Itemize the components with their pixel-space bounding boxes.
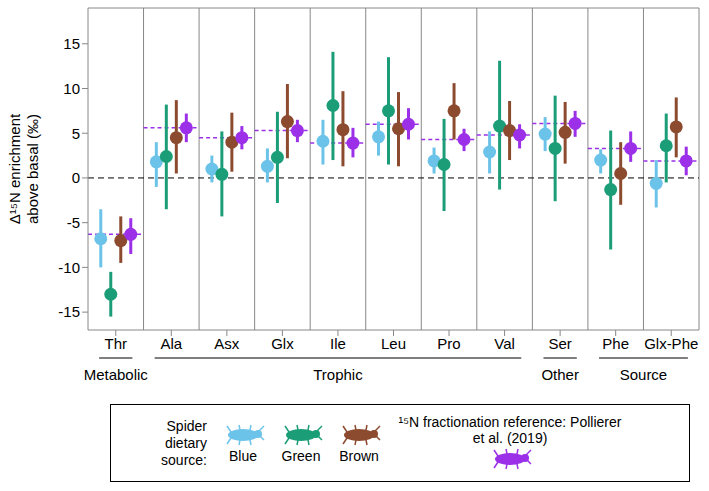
html-text:Blue: Blue <box>229 448 257 464</box>
svg-text:Pro: Pro <box>437 335 460 352</box>
html-text:¹⁵N fractionation reference: P: ¹⁵N fractionation reference: Pollierer e… <box>398 414 622 446</box>
svg-text:Ser: Ser <box>548 335 571 352</box>
svg-text:Δ¹⁵N enrichment: Δ¹⁵N enrichment <box>6 113 23 224</box>
svg-text:Val: Val <box>494 335 515 352</box>
svg-text:Ile: Ile <box>330 335 346 352</box>
svg-text:-10: -10 <box>58 259 80 276</box>
html-text:Brown: Brown <box>339 448 379 464</box>
svg-text:Other: Other <box>541 366 579 383</box>
svg-text:Metabolic: Metabolic <box>84 366 149 383</box>
html-text:Spider dietary source:: Spider dietary source: <box>161 417 207 468</box>
svg-text:10: 10 <box>63 80 80 97</box>
html-text:Green: Green <box>281 448 321 464</box>
svg-text:Phe: Phe <box>602 335 629 352</box>
svg-text:15: 15 <box>63 35 80 52</box>
svg-text:0: 0 <box>72 169 80 186</box>
svg-text:Asx: Asx <box>214 335 240 352</box>
svg-text:-15: -15 <box>58 303 80 320</box>
svg-text:Ala: Ala <box>160 335 182 352</box>
svg-text:Leu: Leu <box>381 335 406 352</box>
svg-text:Thr: Thr <box>105 335 128 352</box>
svg-text:Glx: Glx <box>271 335 294 352</box>
svg-text:Trophic: Trophic <box>313 366 363 383</box>
svg-text:-5: -5 <box>67 214 80 231</box>
svg-text:above basal (‰): above basal (‰) <box>24 114 41 224</box>
svg-text:5: 5 <box>72 125 80 142</box>
svg-text:Glx-Phe: Glx-Phe <box>644 335 698 352</box>
svg-text:Source: Source <box>620 366 668 383</box>
